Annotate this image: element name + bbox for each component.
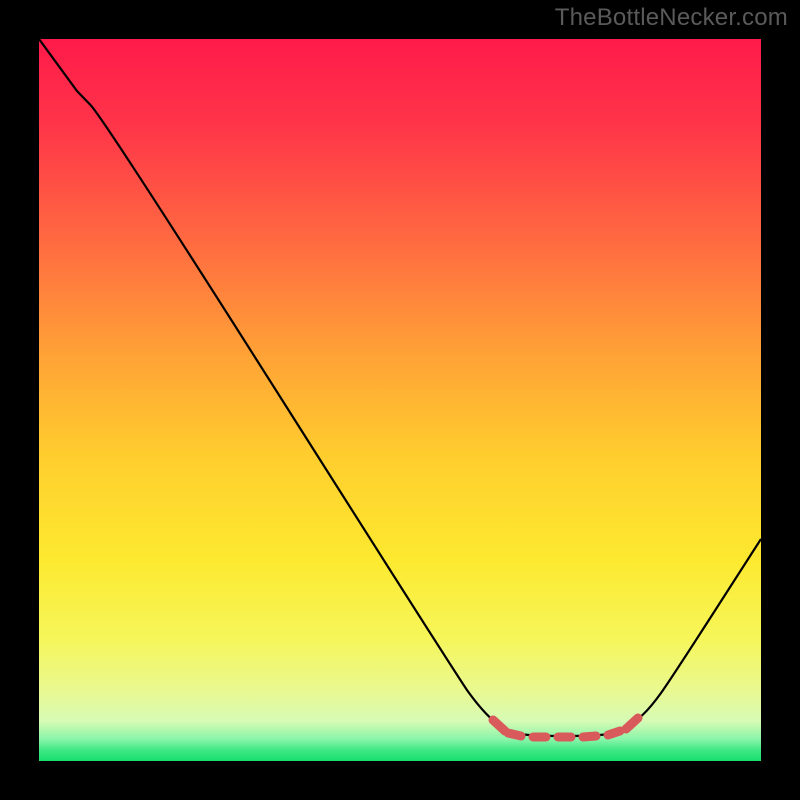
chart-svg [39, 39, 761, 761]
gradient-background [39, 39, 761, 761]
plot-area [39, 39, 761, 761]
watermark-text: TheBottleNecker.com [555, 4, 788, 32]
chart-frame: TheBottleNecker.com [0, 0, 800, 800]
